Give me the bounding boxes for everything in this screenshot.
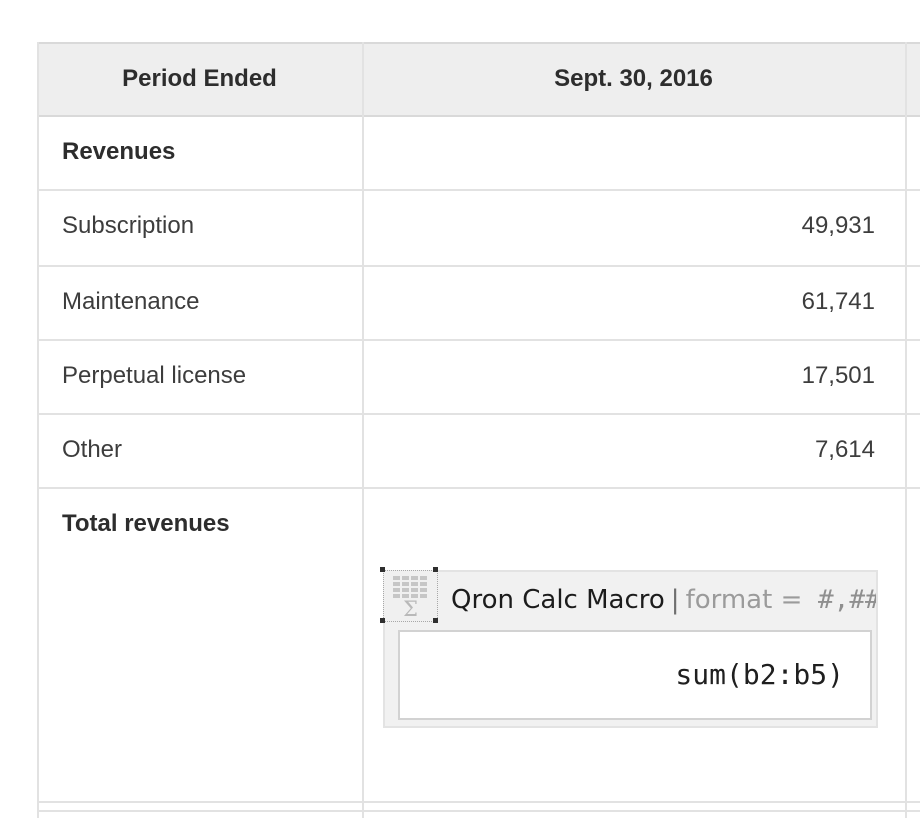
next-row-top-border [37, 810, 920, 812]
header-cell-date: Sept. 30, 2016 [554, 65, 713, 92]
macro-title-bar: Qron Calc Macro|format = #,##0 [451, 572, 876, 628]
row-label-revenues: Revenues [62, 138, 176, 165]
formula-input[interactable]: sum(b2:b5) [398, 630, 872, 720]
row-value-maintenance: 61,741 [801, 288, 875, 315]
row-value-other: 7,614 [814, 436, 875, 463]
macro-name: Qron Calc Macro [451, 585, 665, 615]
selection-handle[interactable] [380, 618, 385, 623]
table-left-border [37, 42, 39, 818]
header-cell-period-ended: Period Ended [122, 65, 277, 92]
macro-format-pattern: #,##0 [818, 585, 876, 615]
table-top-border [37, 42, 920, 44]
row-divider [37, 265, 920, 267]
row-label-other: Other [62, 436, 123, 463]
macro-title-separator: | [670, 585, 680, 615]
row-label-subscription: Subscription [62, 212, 195, 239]
row-value-perpetual-license: 17,501 [801, 362, 875, 389]
selection-handle[interactable] [380, 567, 385, 572]
row-label-total-revenues: Total revenues [62, 510, 230, 537]
macro-sigma-icon[interactable]: Σ [380, 567, 438, 623]
total-row-bottom-border [37, 801, 920, 803]
row-value-subscription: 49,931 [801, 212, 875, 239]
spreadsheet-grid-icon [393, 576, 427, 598]
row-divider [37, 487, 920, 489]
column-divider-right [905, 42, 907, 818]
row-divider [37, 189, 920, 191]
sigma-glyph: Σ [403, 597, 418, 621]
selection-handle[interactable] [433, 567, 438, 572]
row-divider [37, 413, 920, 415]
macro-widget[interactable]: Σ Qron Calc Macro|format = #,##0 sum(b2:… [380, 567, 878, 728]
macro-format-label: format = [685, 585, 803, 615]
row-label-maintenance: Maintenance [62, 288, 200, 315]
selection-handle[interactable] [433, 618, 438, 623]
row-divider [37, 339, 920, 341]
header-bottom-border [37, 115, 920, 117]
row-label-perpetual-license: Perpetual license [62, 362, 247, 389]
table-header-background [37, 44, 920, 115]
column-divider [362, 42, 364, 818]
